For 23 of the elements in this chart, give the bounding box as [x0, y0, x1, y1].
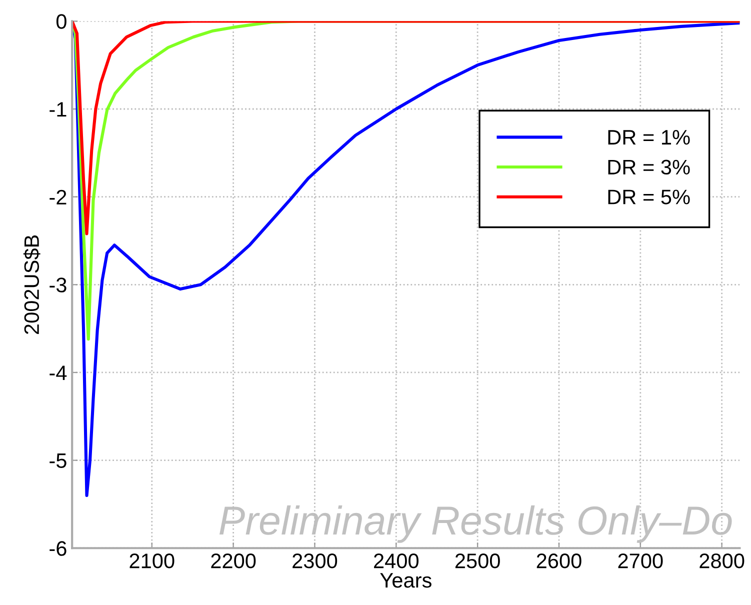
legend-label: DR = 5%	[608, 190, 690, 204]
y-tick-label: -2	[50, 190, 66, 204]
x-tick-label: 2500	[455, 554, 500, 568]
y-tick-label: -6	[50, 541, 66, 556]
line-series	[72, 21, 740, 497]
x-tick-label: 2700	[618, 554, 663, 568]
x-tick-label: 2200	[211, 554, 256, 568]
y-tick-label: -1	[50, 102, 66, 117]
x-tick-label: 2800	[700, 554, 744, 568]
annotation: Preliminary Results Only–Do	[220, 505, 732, 543]
y-tick-label: 0	[56, 14, 66, 29]
y-tick-label: -4	[50, 366, 67, 380]
x-tick-label: 2400	[374, 554, 419, 568]
y-tick-label: -3	[50, 278, 66, 292]
y-axis-title: 2002US$B	[23, 235, 40, 334]
y-tick-label: -5	[50, 454, 66, 468]
x-tick-label: 2600	[536, 554, 582, 568]
line-series	[72, 21, 740, 236]
x-tick-label: 2100	[130, 554, 174, 568]
x-axis-title: Years	[380, 573, 432, 588]
x-tick-label: 2300	[292, 554, 338, 568]
legend-label: DR = 3%	[608, 160, 690, 175]
legend-label: DR = 1%	[608, 130, 690, 145]
